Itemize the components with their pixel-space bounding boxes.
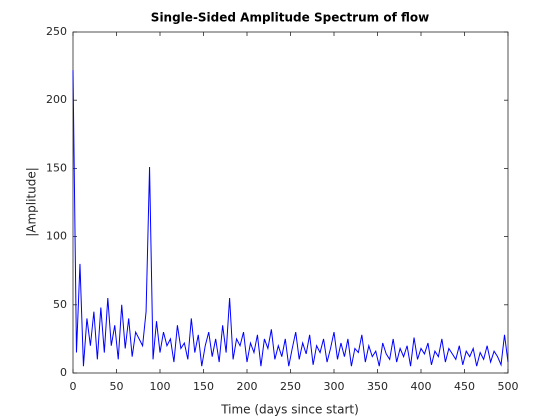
x-tick-label: 150 bbox=[193, 380, 214, 393]
y-tick-label: 100 bbox=[46, 230, 67, 243]
x-tick-label: 400 bbox=[411, 380, 432, 393]
y-tick-label: 0 bbox=[60, 366, 67, 379]
x-tick-label: 0 bbox=[70, 380, 77, 393]
x-axis-label: Time (days since start) bbox=[220, 403, 359, 417]
y-tick-label: 200 bbox=[46, 93, 67, 106]
x-tick-label: 350 bbox=[367, 380, 388, 393]
y-tick-label: 50 bbox=[53, 298, 67, 311]
line-series bbox=[72, 70, 509, 367]
x-tick-label: 250 bbox=[280, 380, 301, 393]
x-tick-label: 300 bbox=[324, 380, 345, 393]
y-tick-label: 150 bbox=[46, 161, 67, 174]
x-tick-label: 450 bbox=[454, 380, 475, 393]
x-tick-label: 50 bbox=[110, 380, 124, 393]
plot-area bbox=[72, 31, 509, 374]
x-tick-label: 100 bbox=[150, 380, 171, 393]
x-tick-label: 500 bbox=[498, 380, 519, 393]
y-tick-label: 250 bbox=[46, 25, 67, 38]
chart-title: Single-Sided Amplitude Spectrum of flow bbox=[151, 11, 429, 25]
y-axis-label: |Amplitude| bbox=[25, 167, 39, 237]
x-tick-label: 200 bbox=[237, 380, 258, 393]
